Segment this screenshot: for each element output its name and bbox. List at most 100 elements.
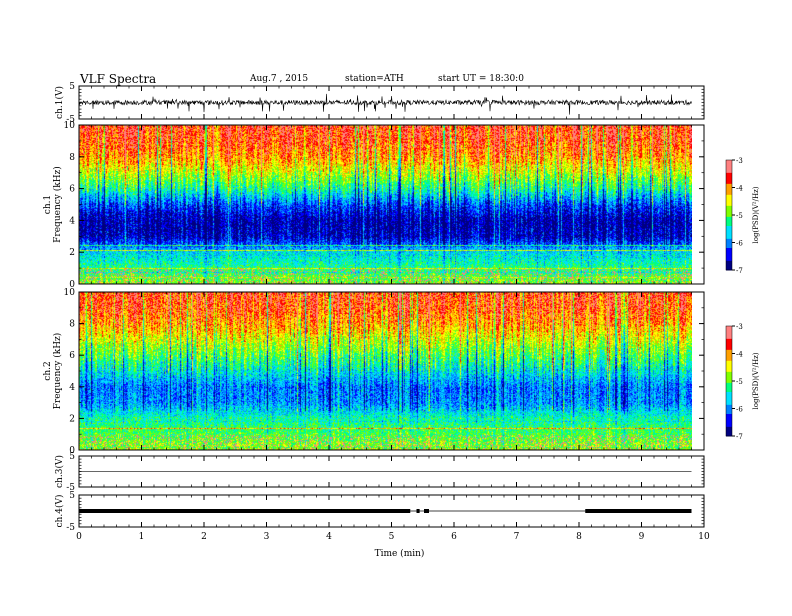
colorbar-swatch bbox=[726, 366, 732, 369]
x-axis-label: Time (min) bbox=[375, 548, 425, 559]
colorbar-swatch bbox=[726, 209, 732, 212]
colorbar-swatch bbox=[726, 434, 732, 437]
y-axis-label: Frequency (kHz) bbox=[52, 333, 63, 410]
x-ticks-panel-5: 0 1 2 3 4 5 6 7 8 9 10 bbox=[76, 495, 710, 542]
colorbar-swatch bbox=[726, 362, 732, 365]
colorbar-swatch bbox=[726, 392, 732, 395]
colorbar-swatch bbox=[726, 253, 732, 256]
colorbar-swatch bbox=[726, 370, 732, 373]
colorbar-swatch bbox=[726, 425, 732, 428]
colorbar-label: log(PSD)(V²/Hz) bbox=[752, 352, 760, 409]
colorbar-swatch bbox=[726, 359, 732, 362]
colorbar-swatch bbox=[726, 423, 732, 426]
colorbar-swatch bbox=[726, 216, 732, 220]
x-tick-label: 8 bbox=[576, 532, 582, 542]
colorbar-swatch bbox=[726, 169, 732, 172]
x-tick-label: 5 bbox=[389, 532, 395, 542]
y-axis-label: ch.4(V) bbox=[54, 495, 65, 528]
colorbar-swatch bbox=[726, 266, 732, 269]
y-tick-label: 5 bbox=[69, 452, 75, 462]
y-axis-label: ch.1(V) bbox=[54, 86, 65, 119]
figure-title: VLF Spectra bbox=[80, 72, 157, 86]
colorbar-swatch bbox=[726, 401, 732, 404]
colorbar-swatch bbox=[726, 379, 732, 382]
colorbar-swatch bbox=[726, 326, 732, 329]
y-axis-label: ch.1 bbox=[43, 195, 53, 214]
y-axis-panel-5: 5 -5ch.4(V) bbox=[54, 491, 704, 533]
colorbar-swatch bbox=[726, 395, 732, 398]
x-ticks-panel-4 bbox=[78, 456, 705, 487]
y-tick-label: 6 bbox=[69, 351, 75, 361]
colorbar-swatch bbox=[726, 268, 732, 271]
colorbar-swatch bbox=[726, 185, 732, 188]
colorbar-swatch bbox=[726, 373, 732, 376]
y-tick-label: 10 bbox=[64, 288, 76, 298]
colorbar-swatch bbox=[726, 340, 732, 343]
colorbar-swatch bbox=[726, 183, 732, 187]
colorbar-swatch bbox=[726, 255, 732, 258]
colorbar-swatch bbox=[726, 238, 732, 242]
y-axis-panel-1: 5 -5ch.1(V) bbox=[54, 82, 704, 125]
colorbar-swatch bbox=[726, 344, 732, 347]
y-tick-label: 2 bbox=[69, 414, 75, 424]
colorbar-swatch bbox=[726, 244, 732, 247]
colorbar-swatch bbox=[726, 351, 732, 354]
colorbar-swatch bbox=[726, 388, 732, 391]
colorbar-swatch bbox=[726, 412, 732, 415]
x-tick-label: 10 bbox=[698, 532, 710, 542]
colorbar-tick-label: -3 bbox=[736, 157, 743, 165]
colorbar-swatch bbox=[726, 178, 732, 181]
colorbar-swatch bbox=[726, 410, 732, 413]
colorbar-swatch bbox=[726, 200, 732, 203]
y-tick-label: 10 bbox=[64, 121, 76, 131]
date-label: Aug.7 , 2015 bbox=[250, 74, 309, 84]
colorbar-swatch bbox=[726, 193, 732, 196]
colorbar-swatch bbox=[726, 426, 732, 430]
colorbar-swatch bbox=[726, 399, 732, 402]
colorbar-swatch bbox=[726, 357, 732, 360]
ch4-pulse-segment bbox=[79, 509, 411, 513]
y-axis-panel-3: 0 2 4 6 8 10 ch.2 Frequency (kHz) bbox=[43, 288, 704, 456]
colorbar-swatch bbox=[726, 237, 732, 240]
x-ticks-panel-2 bbox=[78, 125, 705, 284]
colorbar-swatch bbox=[726, 397, 732, 400]
colorbar-swatch bbox=[726, 346, 732, 349]
colorbar-tick-label: -7 bbox=[736, 433, 743, 441]
colorbar-swatch bbox=[726, 353, 732, 356]
colorbar-swatch bbox=[726, 337, 732, 340]
y-tick-label: 6 bbox=[69, 185, 75, 195]
colorbar-swatch bbox=[726, 264, 732, 267]
colorbar-swatch bbox=[726, 191, 732, 194]
colorbar-swatch bbox=[726, 390, 732, 393]
colorbar-swatch bbox=[726, 172, 732, 176]
colorbar-swatch bbox=[726, 393, 732, 397]
colorbar-swatch bbox=[726, 415, 732, 419]
colorbar-swatch bbox=[726, 205, 732, 209]
y-tick-label: 8 bbox=[69, 320, 75, 330]
y-axis-label: Frequency (kHz) bbox=[52, 166, 63, 243]
x-tick-label: 2 bbox=[201, 532, 207, 542]
x-tick-label: 9 bbox=[639, 532, 645, 542]
colorbar-swatch bbox=[726, 182, 732, 185]
start-time-label: start UT = 18:30:0 bbox=[438, 74, 524, 84]
x-tick-label: 3 bbox=[264, 532, 270, 542]
x-tick-label: 1 bbox=[139, 532, 145, 542]
colorbar-swatch bbox=[726, 257, 732, 260]
colorbar-swatch bbox=[726, 259, 732, 262]
x-ticks-panel-3 bbox=[78, 292, 705, 450]
colorbar-swatch bbox=[726, 371, 732, 375]
colorbar-swatch bbox=[726, 215, 732, 218]
y-axis-label: ch.3(V) bbox=[54, 455, 65, 488]
colorbar-tick-label: -4 bbox=[736, 185, 743, 193]
colorbar-swatch bbox=[726, 165, 732, 168]
colorbar-swatch bbox=[726, 331, 732, 334]
colorbar-label: log(PSD)(V²/Hz) bbox=[752, 186, 760, 243]
colorbar-swatch bbox=[726, 207, 732, 210]
colorbar-swatch bbox=[726, 226, 732, 229]
colorbar-swatch bbox=[726, 231, 732, 234]
y-axis-label: ch.2 bbox=[43, 361, 53, 380]
y-tick-label: -5 bbox=[66, 483, 75, 493]
ch1-waveform-trace bbox=[78, 93, 692, 115]
colorbar-tick-label: -5 bbox=[736, 212, 743, 220]
